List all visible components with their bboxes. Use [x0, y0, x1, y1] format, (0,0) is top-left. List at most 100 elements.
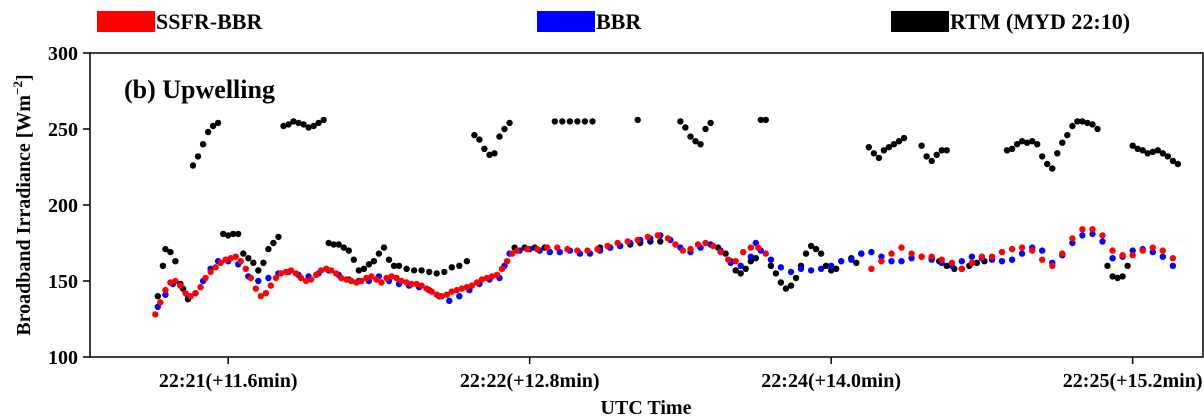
- data-point: [1159, 253, 1167, 260]
- data-point: [390, 262, 398, 269]
- data-point: [1018, 250, 1026, 257]
- data-point: [355, 267, 362, 274]
- data-point: [589, 118, 596, 125]
- data-point: [1054, 150, 1061, 157]
- data-point: [483, 274, 491, 282]
- data-point: [594, 245, 601, 253]
- data-point: [747, 253, 754, 260]
- data-point: [865, 144, 872, 151]
- data-point: [838, 258, 845, 265]
- data-point: [1099, 238, 1106, 245]
- data-point: [501, 125, 508, 133]
- data-point: [1109, 273, 1116, 280]
- data-point: [1008, 256, 1016, 263]
- data-point: [162, 245, 169, 253]
- data-point: [1089, 230, 1096, 238]
- data-point: [938, 256, 945, 263]
- data-point: [323, 265, 330, 272]
- data-point: [365, 261, 373, 268]
- data-point: [255, 277, 262, 285]
- data-point: [1139, 147, 1146, 154]
- data-point: [227, 255, 234, 262]
- data-point: [740, 248, 747, 256]
- data-point: [388, 273, 395, 280]
- data-point: [378, 279, 385, 286]
- data-point: [292, 270, 300, 277]
- data-point: [310, 122, 317, 130]
- data-point: [888, 258, 895, 265]
- data-point: [368, 273, 375, 280]
- data-point: [1169, 157, 1177, 165]
- data-point: [270, 239, 277, 247]
- data-point: [1044, 160, 1051, 168]
- legend-swatch: [891, 11, 949, 32]
- y-axis: 100 150 200 250 300: [48, 43, 90, 369]
- data-point: [383, 274, 390, 282]
- data-point: [162, 291, 169, 298]
- data-point: [1174, 160, 1182, 168]
- y-axis-label-sup: −2: [10, 81, 25, 95]
- data-point: [275, 233, 282, 241]
- data-point: [722, 250, 729, 257]
- data-point: [692, 138, 699, 145]
- data-point: [807, 242, 815, 250]
- y-tick-label: 300: [48, 43, 78, 65]
- data-points: [152, 116, 1182, 318]
- series-2: [152, 226, 1177, 318]
- series-1: [154, 230, 1177, 310]
- data-point: [938, 147, 945, 154]
- data-point: [908, 255, 915, 262]
- data-point: [481, 145, 488, 152]
- data-point: [328, 267, 335, 274]
- data-point: [687, 133, 694, 140]
- x-tick-label: 22:24(+14.0min): [761, 370, 901, 392]
- data-point: [725, 256, 732, 263]
- data-point: [1119, 273, 1126, 280]
- data-point: [209, 122, 217, 130]
- data-point: [1069, 235, 1076, 242]
- data-point: [1139, 247, 1146, 254]
- data-point: [1018, 138, 1026, 145]
- data-point: [1069, 239, 1076, 247]
- data-point: [235, 230, 242, 238]
- data-point: [777, 279, 785, 286]
- data-point: [1084, 119, 1091, 127]
- data-point: [604, 242, 611, 250]
- data-point: [581, 118, 589, 125]
- data-point: [1109, 255, 1116, 262]
- data-point: [212, 264, 219, 271]
- data-point: [433, 291, 440, 298]
- data-point: [380, 244, 388, 251]
- data-point: [152, 311, 159, 318]
- y-axis-label-main: Broadband Irradiance [Wm: [13, 95, 35, 336]
- data-point: [767, 256, 775, 263]
- data-point: [385, 256, 393, 263]
- data-point: [307, 276, 315, 283]
- data-point: [732, 258, 739, 265]
- data-point: [1049, 165, 1056, 172]
- data-point: [1079, 118, 1086, 125]
- data-point: [418, 282, 425, 289]
- data-point: [762, 116, 769, 124]
- x-axis-label: UTC Time: [601, 397, 692, 417]
- data-point: [777, 264, 785, 271]
- data-point: [968, 259, 976, 266]
- legend-swatch: [537, 11, 595, 32]
- data-point: [554, 244, 561, 251]
- data-point: [363, 274, 370, 282]
- data-point: [807, 267, 815, 274]
- data-point: [471, 131, 478, 139]
- data-point: [644, 233, 651, 241]
- x-tick-label: 22:25(+15.2min): [1063, 370, 1203, 392]
- data-point: [287, 267, 295, 274]
- data-point: [358, 277, 365, 285]
- data-point: [875, 154, 883, 162]
- data-point: [463, 258, 471, 265]
- data-point: [418, 267, 425, 274]
- data-point: [413, 280, 420, 288]
- data-point: [230, 230, 237, 238]
- data-point: [187, 293, 194, 300]
- data-point: [325, 239, 332, 247]
- data-point: [1104, 262, 1111, 269]
- data-point: [1109, 247, 1116, 254]
